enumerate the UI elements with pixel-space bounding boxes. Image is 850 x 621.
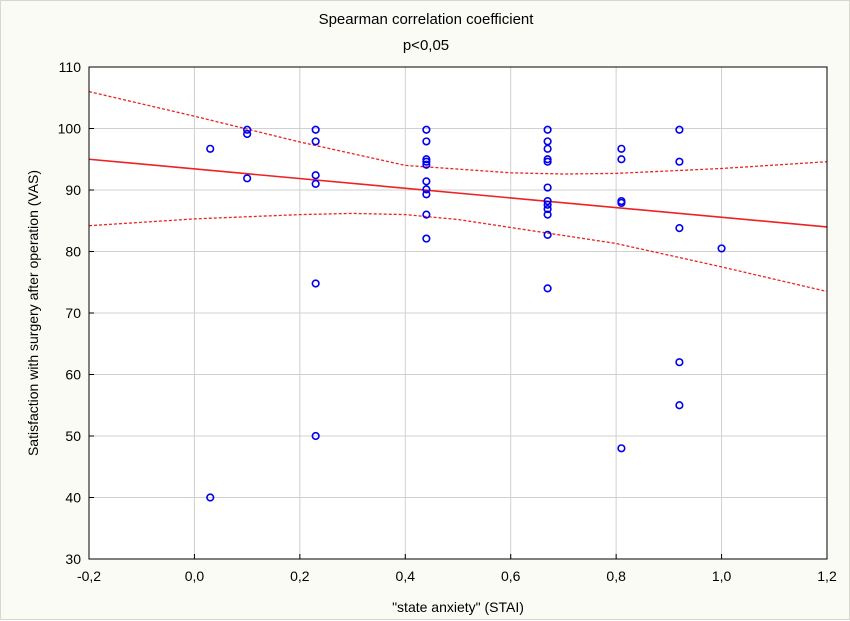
chart-subtitle: p<0,05: [402, 37, 450, 54]
data-point: [422, 234, 431, 243]
y-tick-label: 100: [58, 121, 82, 137]
x-tick-label: 0,2: [290, 568, 310, 584]
data-point: [311, 137, 320, 146]
x-tick-label: 0,8: [606, 568, 626, 584]
data-point: [543, 125, 552, 134]
y-tick-label: 70: [65, 305, 81, 321]
data-point: [243, 125, 252, 134]
x-tick-label: 0,6: [501, 568, 521, 584]
data-point: [422, 137, 431, 146]
data-point: [543, 144, 552, 153]
data-point: [243, 129, 252, 139]
data-point: [422, 177, 431, 186]
data-point: [543, 183, 552, 192]
data-point: [675, 358, 684, 367]
data-point: [422, 190, 431, 199]
data-point: [543, 157, 552, 166]
data-point: [543, 200, 552, 209]
y-tick-label: 30: [65, 551, 81, 567]
x-tick-label: 0,4: [396, 568, 416, 584]
data-point: [422, 155, 431, 164]
x-tick-label: 0,0: [185, 568, 205, 584]
data-point: [617, 198, 626, 208]
data-point: [206, 493, 215, 502]
data-point: [422, 210, 431, 219]
y-tick-label: 60: [65, 367, 81, 383]
data-point: [543, 155, 552, 164]
y-tick-label: 80: [65, 244, 81, 260]
data-point: [243, 174, 252, 183]
data-point: [311, 125, 320, 134]
data-point: [311, 431, 320, 441]
x-tick-label: 1,2: [817, 568, 837, 584]
data-point: [675, 401, 684, 410]
data-point: [675, 157, 684, 166]
data-point: [543, 230, 552, 239]
data-point: [617, 144, 626, 153]
regression-line: [88, 158, 828, 228]
data-point: [675, 125, 684, 134]
y-tick-label: 110: [59, 59, 82, 75]
y-tick-label: 50: [65, 428, 81, 444]
data-point: [617, 155, 626, 164]
data-point: [543, 204, 552, 214]
data-point: [311, 171, 320, 180]
x-axis-label: "state anxiety" (STAI): [392, 599, 524, 615]
data-point: [311, 179, 320, 188]
data-point: [422, 125, 431, 134]
y-axis-label: Satisfaction with surgery after operatio…: [25, 170, 41, 456]
data-point: [543, 196, 552, 206]
data-point: [206, 144, 215, 153]
data-point: [675, 224, 684, 233]
x-tick-label: 1,0: [712, 568, 732, 584]
data-point: [617, 444, 626, 453]
data-point: [543, 210, 552, 219]
y-tick-label: 40: [65, 490, 81, 506]
data-point: [543, 284, 552, 293]
data-point: [422, 157, 431, 166]
data-point: [717, 244, 726, 253]
data-point: [311, 279, 320, 288]
x-tick-label: -0,2: [77, 568, 101, 584]
confidence-band-upper: [88, 90, 828, 175]
data-point: [422, 160, 431, 169]
data-point: [422, 185, 431, 194]
chart-title: Spearman correlation coefficient: [318, 11, 534, 28]
y-tick-label: 90: [65, 182, 81, 198]
